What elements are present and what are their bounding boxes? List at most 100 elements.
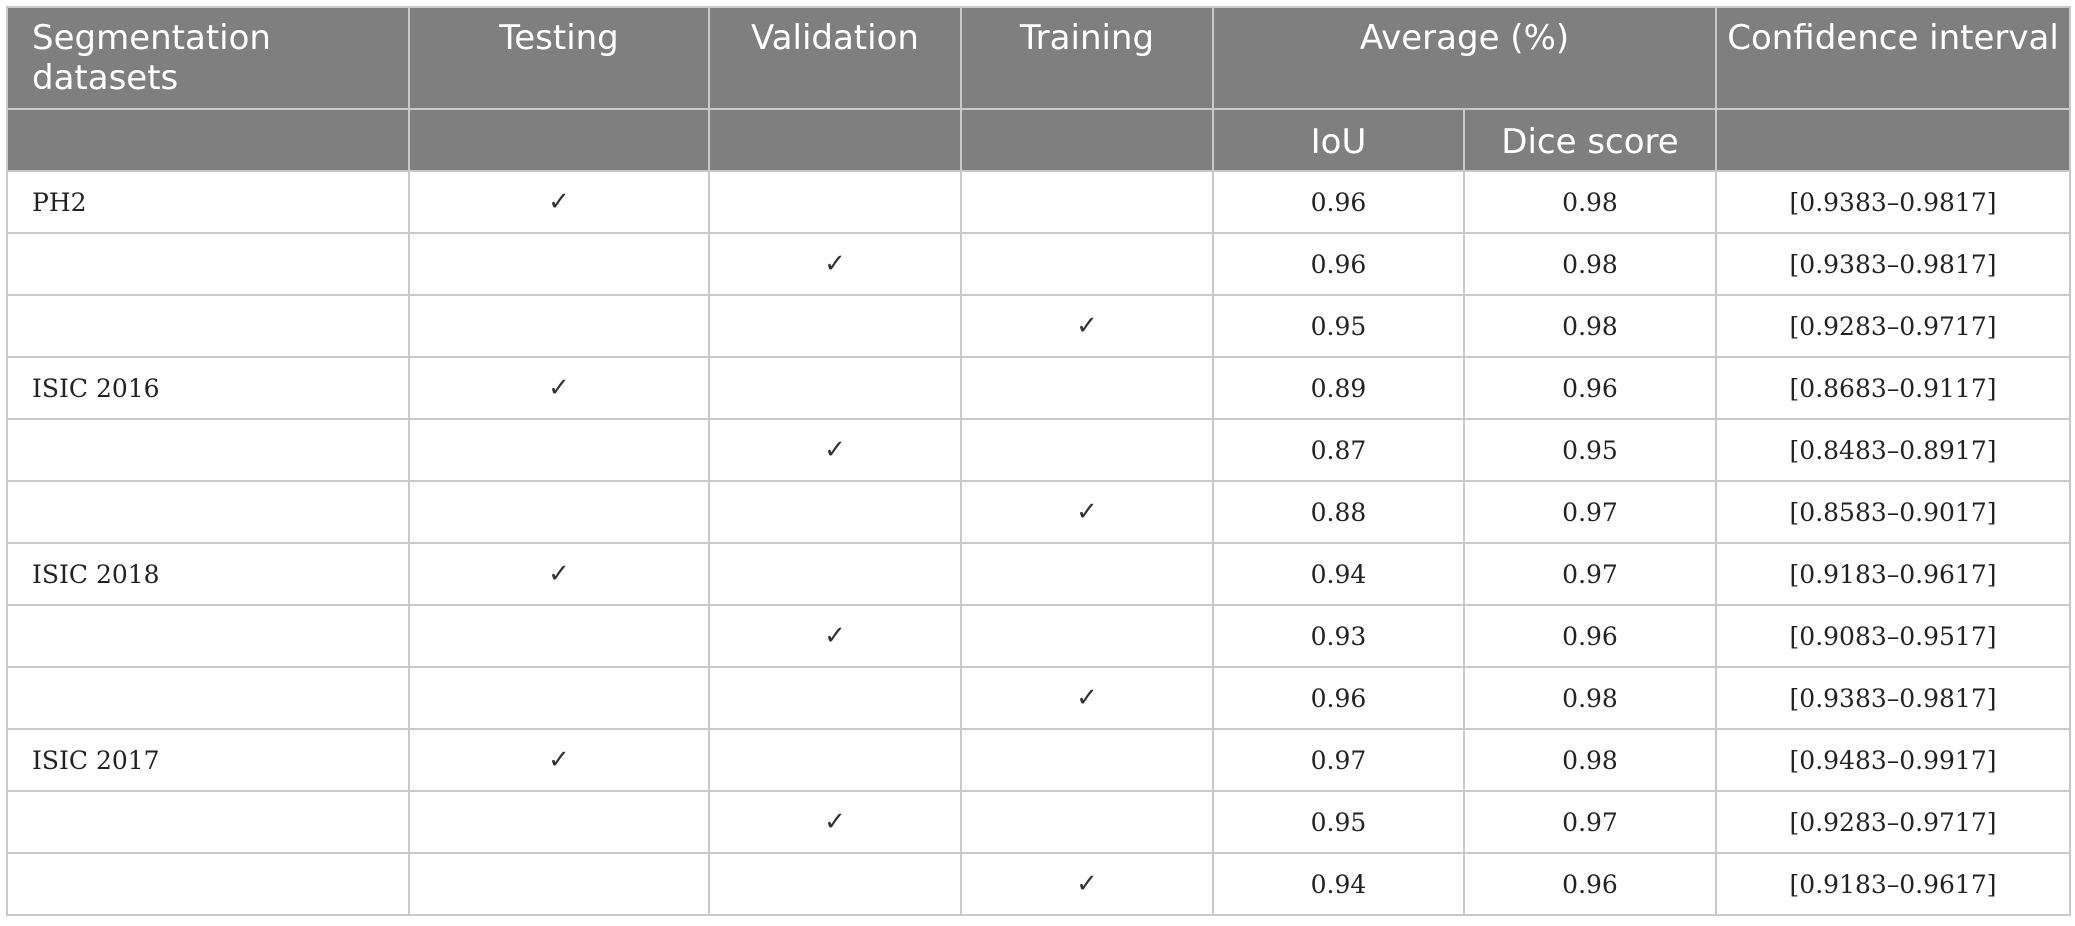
table-row: ✓ 0.87 0.95 [0.8483–0.8917] (6, 418, 2072, 482)
cell-dice-score: 0.98 (1462, 294, 1718, 358)
cell-training (960, 790, 1214, 854)
cell-dataset: ISIC 2017 (6, 728, 410, 792)
cell-dice-score: 0.98 (1462, 170, 1718, 234)
table-row: PH2 ✓ 0.96 0.98 [0.9383–0.9817] (6, 170, 2072, 234)
cell-testing (408, 604, 710, 668)
table-row: ISIC 2017 ✓ 0.97 0.98 [0.9483–0.9917] (6, 728, 2072, 792)
cell-dice-score: 0.95 (1462, 418, 1718, 482)
cell-testing (408, 294, 710, 358)
check-mark-icon: ✓ (548, 187, 570, 217)
cell-dice-score: 0.98 (1462, 232, 1718, 296)
results-table-container: Segmentation datasets Testing Validation… (6, 6, 2072, 920)
cell-training (960, 418, 1214, 482)
cell-dataset (6, 852, 410, 916)
cell-confidence-interval: [0.8483–0.8917] (1715, 418, 2072, 482)
cell-validation (708, 852, 962, 916)
cell-training (960, 728, 1214, 792)
cell-dataset (6, 232, 410, 296)
header-average: Average (%) (1211, 6, 1718, 110)
header-iou: IoU (1212, 108, 1465, 172)
cell-testing (408, 232, 710, 296)
table-body: PH2 ✓ 0.96 0.98 [0.9383–0.9817] ✓ 0.96 0.98 [0.9… (6, 170, 2072, 916)
check-mark-icon: ✓ (824, 435, 846, 465)
cell-confidence-interval: [0.8683–0.9117] (1715, 356, 2072, 420)
header-row-secondary: IoU Dice score (6, 108, 2072, 172)
cell-dice-score: 0.97 (1462, 790, 1718, 854)
cell-validation: ✓ (708, 790, 962, 854)
cell-testing (408, 852, 710, 916)
cell-dice-score: 0.97 (1462, 480, 1718, 544)
cell-validation (708, 356, 962, 420)
header-confidence-interval: Confidence interval (1715, 6, 2072, 110)
header-row-primary: Segmentation datasets Testing Validation… (6, 6, 2072, 110)
cell-iou: 0.89 (1212, 356, 1465, 420)
header-empty-testing (408, 108, 710, 172)
cell-iou: 0.95 (1212, 294, 1465, 358)
cell-confidence-interval: [0.9483–0.9917] (1715, 728, 2072, 792)
table-row: ✓ 0.88 0.97 [0.8583–0.9017] (6, 480, 2072, 544)
cell-training: ✓ (960, 480, 1214, 544)
cell-training (960, 232, 1214, 296)
cell-testing (408, 480, 710, 544)
cell-validation (708, 728, 962, 792)
header-empty-datasets (6, 108, 410, 172)
cell-training (960, 356, 1214, 420)
header-empty-confidence (1715, 108, 2072, 172)
check-mark-icon: ✓ (548, 373, 570, 403)
table-row: ✓ 0.94 0.96 [0.9183–0.9617] (6, 852, 2072, 916)
cell-dataset (6, 418, 410, 482)
cell-iou: 0.97 (1212, 728, 1465, 792)
cell-testing: ✓ (408, 356, 710, 420)
header-validation: Validation (708, 6, 962, 110)
cell-validation (708, 480, 962, 544)
cell-validation (708, 666, 962, 730)
cell-iou: 0.96 (1212, 170, 1465, 234)
table-row: ✓ 0.93 0.96 [0.9083–0.9517] (6, 604, 2072, 668)
cell-training: ✓ (960, 666, 1214, 730)
header-datasets: Segmentation datasets (6, 6, 410, 110)
cell-testing: ✓ (408, 542, 710, 606)
cell-confidence-interval: [0.9283–0.9717] (1715, 294, 2072, 358)
cell-dice-score: 0.97 (1462, 542, 1718, 606)
cell-dataset (6, 790, 410, 854)
table-row: ✓ 0.96 0.98 [0.9383–0.9817] (6, 666, 2072, 730)
cell-training: ✓ (960, 852, 1214, 916)
header-empty-training (960, 108, 1214, 172)
cell-testing: ✓ (408, 728, 710, 792)
segmentation-results-table: Segmentation datasets Testing Validation… (6, 6, 2072, 916)
check-mark-icon: ✓ (548, 745, 570, 775)
cell-testing (408, 418, 710, 482)
cell-testing (408, 790, 710, 854)
check-mark-icon: ✓ (548, 559, 570, 589)
cell-confidence-interval: [0.9183–0.9617] (1715, 542, 2072, 606)
cell-iou: 0.96 (1212, 666, 1465, 730)
cell-dataset (6, 666, 410, 730)
cell-training: ✓ (960, 294, 1214, 358)
cell-confidence-interval: [0.9383–0.9817] (1715, 232, 2072, 296)
check-mark-icon: ✓ (824, 807, 846, 837)
check-mark-icon: ✓ (824, 621, 846, 651)
cell-dataset (6, 294, 410, 358)
table-row: ✓ 0.95 0.97 [0.9283–0.9717] (6, 790, 2072, 854)
cell-training (960, 604, 1214, 668)
cell-testing (408, 666, 710, 730)
cell-validation (708, 170, 962, 234)
cell-iou: 0.93 (1212, 604, 1465, 668)
cell-validation (708, 294, 962, 358)
header-testing: Testing (408, 6, 710, 110)
check-mark-icon: ✓ (1076, 497, 1098, 527)
table-row: ✓ 0.96 0.98 [0.9383–0.9817] (6, 232, 2072, 296)
cell-confidence-interval: [0.9183–0.9617] (1715, 852, 2072, 916)
header-training: Training (960, 6, 1214, 110)
cell-iou: 0.95 (1212, 790, 1465, 854)
cell-dataset: ISIC 2018 (6, 542, 410, 606)
cell-validation (708, 542, 962, 606)
cell-iou: 0.94 (1212, 542, 1465, 606)
header-dice-score: Dice score (1462, 108, 1718, 172)
table-row: ✓ 0.95 0.98 [0.9283–0.9717] (6, 294, 2072, 358)
cell-iou: 0.96 (1212, 232, 1465, 296)
cell-dice-score: 0.98 (1462, 666, 1718, 730)
cell-iou: 0.87 (1212, 418, 1465, 482)
table-row: ISIC 2018 ✓ 0.94 0.97 [0.9183–0.9617] (6, 542, 2072, 606)
cell-dice-score: 0.98 (1462, 728, 1718, 792)
